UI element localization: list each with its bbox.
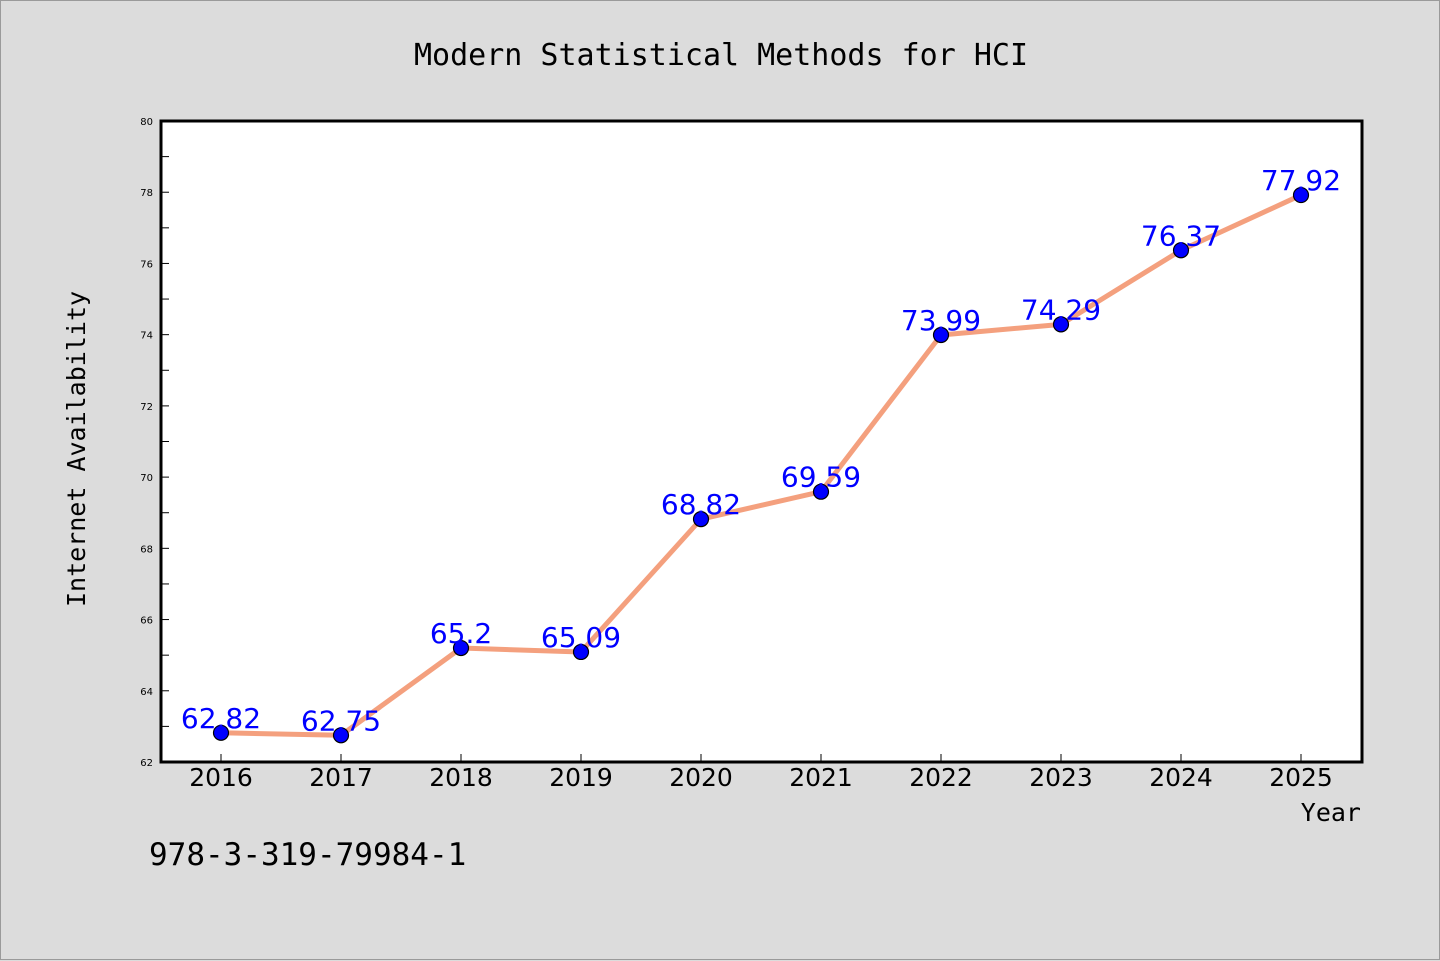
y-tick-label: 74 xyxy=(140,331,153,342)
data-label: 69.59 xyxy=(781,461,861,494)
data-label-group: 62.82 62.75 65.2 65.09 68.82 69.59 73.99 74.29 7… xyxy=(181,164,1341,737)
data-label: 62.82 xyxy=(181,702,261,735)
data-point-marker xyxy=(1052,316,1070,333)
y-tick-label: 72 xyxy=(140,402,153,413)
data-point-marker xyxy=(332,727,350,744)
data-point-marker xyxy=(452,639,470,657)
plot-area xyxy=(159,119,1364,764)
data-point-marker xyxy=(1292,186,1310,204)
x-tick-label: 2021 xyxy=(789,763,853,792)
x-tick-label: 2018 xyxy=(429,763,493,792)
x-tick-label: 2022 xyxy=(909,763,973,792)
x-axis-label: Year xyxy=(1301,798,1361,827)
y-tick-label: 76 xyxy=(140,259,153,270)
x-tick-label: 2024 xyxy=(1149,763,1213,792)
x-tick-label: 2017 xyxy=(309,763,373,792)
data-point-marker xyxy=(572,643,590,661)
marker-group xyxy=(212,186,1310,744)
data-label: 74.29 xyxy=(1021,293,1101,326)
x-axis: 2016 2017 2018 2019 2020 2021 2022 2023 2024 2025 xyxy=(189,754,1333,792)
data-label: 65.2 xyxy=(430,617,492,650)
data-label: 65.09 xyxy=(541,621,621,654)
x-tick-label: 2020 xyxy=(669,763,733,792)
y-tick-label: 62 xyxy=(140,758,153,769)
y-tick-label: 80 xyxy=(140,117,153,128)
y-axis: 62 64 66 68 70 72 74 76 78 80 xyxy=(140,117,169,769)
series-line-group xyxy=(218,192,1304,738)
data-point-marker xyxy=(1172,242,1190,259)
isbn-annotation: 978-3-319-79984-1 xyxy=(149,837,466,873)
y-tick-label: 64 xyxy=(140,687,153,698)
data-point-marker xyxy=(212,724,230,741)
x-tick-label: 2023 xyxy=(1029,763,1093,792)
data-label: 73.99 xyxy=(901,304,981,337)
x-tick-label: 2025 xyxy=(1269,763,1333,792)
y-axis-label: Internet Availability xyxy=(62,291,91,607)
y-tick-label: 68 xyxy=(140,544,153,555)
chart-title: Modern Statistical Methods for HCI xyxy=(414,38,1028,73)
series-line xyxy=(218,192,1304,738)
data-point-marker xyxy=(812,483,830,500)
y-tick-label: 78 xyxy=(140,188,153,199)
data-label: 77.92 xyxy=(1261,164,1341,197)
data-label: 68.82 xyxy=(661,488,741,521)
data-point-marker xyxy=(932,326,950,344)
y-tick-label: 66 xyxy=(140,616,153,627)
y-tick-label: 70 xyxy=(140,473,153,484)
data-label: 62.75 xyxy=(301,704,381,737)
data-point-marker xyxy=(692,511,710,528)
x-tick-label: 2016 xyxy=(189,763,253,792)
data-label: 76.37 xyxy=(1141,219,1221,252)
x-tick-label: 2019 xyxy=(549,763,613,792)
